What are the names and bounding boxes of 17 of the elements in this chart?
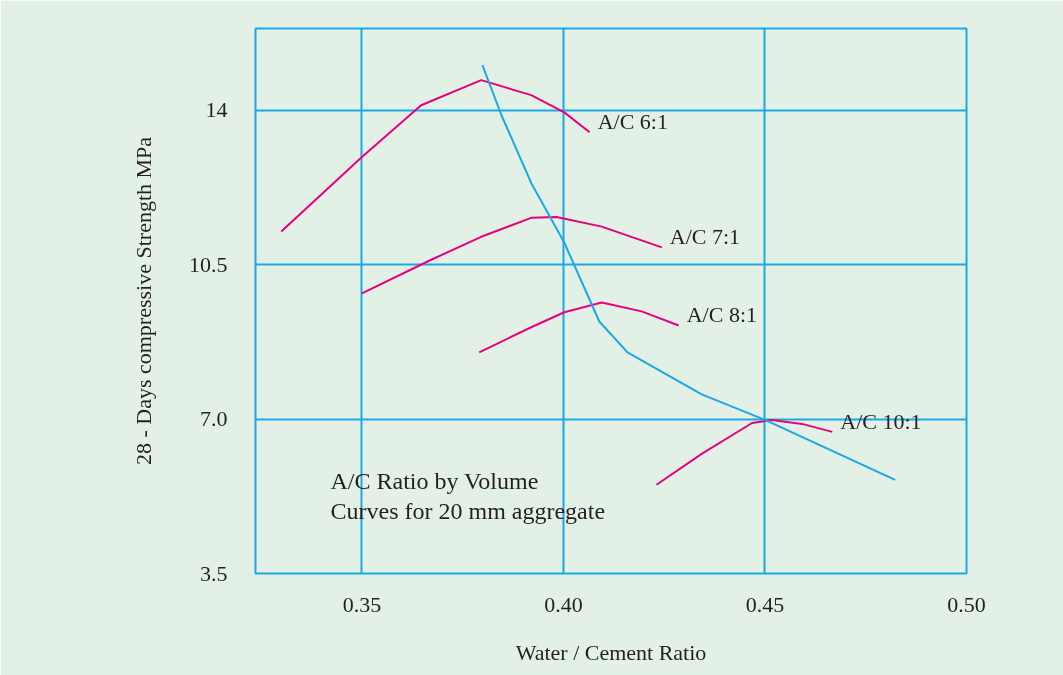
series-label: A/C 7:1 <box>669 224 741 250</box>
series-label: A/C 6:1 <box>597 109 668 135</box>
series-label: A/C 8:1 <box>686 302 758 328</box>
x-tick-label: 0.45 <box>745 591 785 617</box>
y-tick-label: 7.0 <box>200 406 228 432</box>
y-tick-label: 3.5 <box>200 560 228 586</box>
x-tick-label: 0.35 <box>342 591 382 617</box>
line-series <box>478 301 680 354</box>
y-tick-label: 14 <box>205 97 228 123</box>
line-series <box>655 418 834 486</box>
x-tick-label: 0.50 <box>947 591 986 617</box>
y-tick-label: 10.5 <box>189 251 228 277</box>
x-tick-label: 0.40 <box>544 591 583 617</box>
y-axis-title: 28 - Days compressive Strength MPa <box>131 136 156 466</box>
line-series <box>280 79 591 233</box>
x-axis-title: Water / Cement Ratio <box>515 639 707 665</box>
line-series <box>360 215 663 295</box>
